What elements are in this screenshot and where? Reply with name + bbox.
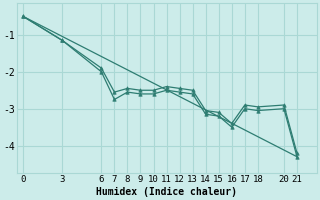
X-axis label: Humidex (Indice chaleur): Humidex (Indice chaleur) — [96, 186, 237, 197]
